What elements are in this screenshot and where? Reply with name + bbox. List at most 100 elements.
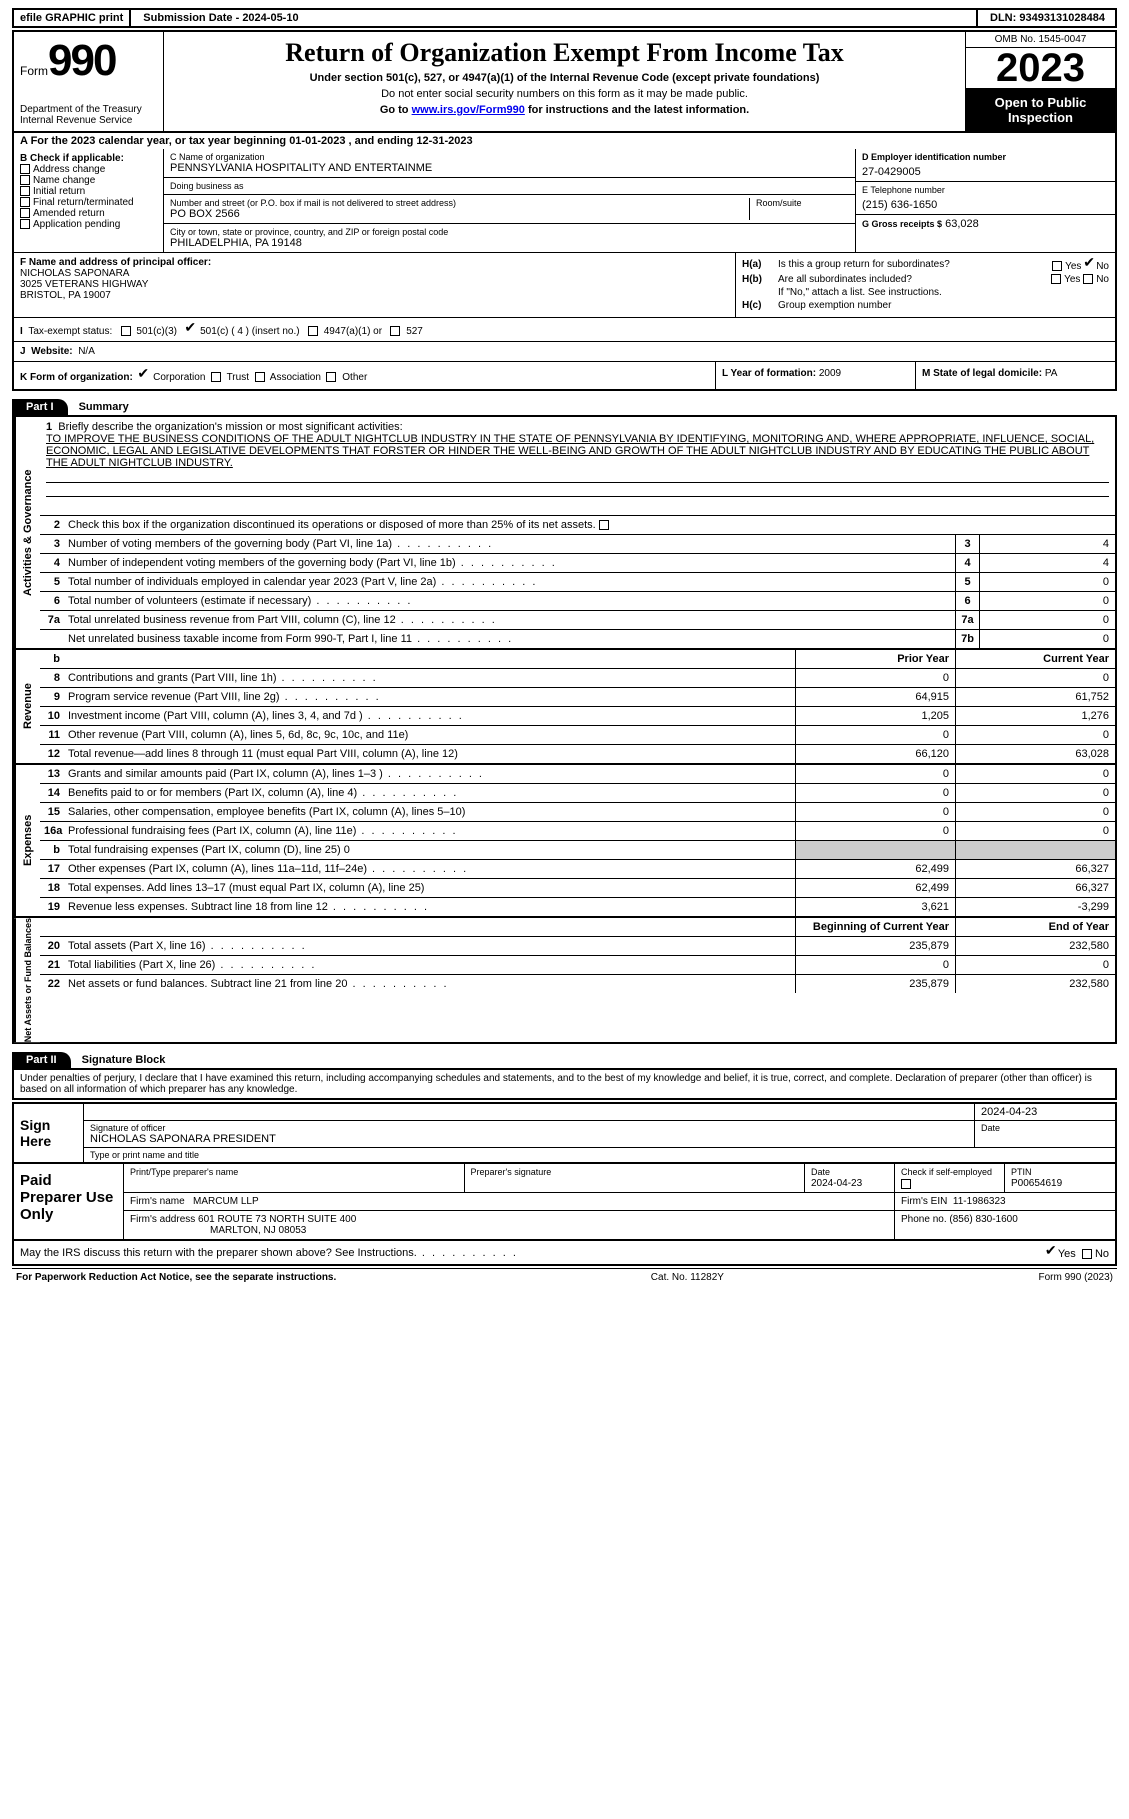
- state-domicile: PA: [1045, 368, 1058, 379]
- checkbox-name-change[interactable]: [20, 175, 30, 185]
- telephone: (215) 636-1650: [862, 199, 1109, 211]
- checkbox-501c3[interactable]: [121, 326, 131, 336]
- form-header: Form 990 Department of the Treasury Inte…: [12, 30, 1117, 131]
- department: Department of the Treasury Internal Reve…: [20, 104, 157, 126]
- line9-current: 61,752: [955, 688, 1115, 706]
- dln: DLN: 93493131028484: [980, 10, 1115, 26]
- form-label: Form: [20, 64, 48, 78]
- website: N/A: [78, 346, 95, 357]
- checkbox-527[interactable]: [390, 326, 400, 336]
- paperwork-notice: For Paperwork Reduction Act Notice, see …: [16, 1272, 336, 1283]
- checkbox-ha-yes[interactable]: [1052, 261, 1062, 271]
- street-address: PO BOX 2566: [170, 208, 749, 220]
- ein: 27-0429005: [862, 166, 1109, 178]
- checkmark-icon: [138, 368, 150, 380]
- prep-date: 2024-04-23: [811, 1178, 862, 1189]
- line11-current: 0: [955, 726, 1115, 744]
- line5-value: 0: [979, 573, 1115, 591]
- line14-current: 0: [955, 784, 1115, 802]
- line8-current: 0: [955, 669, 1115, 687]
- activities-governance-tab: Activities & Governance: [14, 417, 40, 648]
- part-ii-header: Part II: [12, 1052, 71, 1068]
- line14-prior: 0: [795, 784, 955, 802]
- line7b-value: 0: [979, 630, 1115, 648]
- line18-prior: 62,499: [795, 879, 955, 897]
- revenue-tab: Revenue: [14, 650, 40, 763]
- sig-date: 2024-04-23: [975, 1104, 1115, 1120]
- line6-value: 0: [979, 592, 1115, 610]
- checkbox-4947[interactable]: [308, 326, 318, 336]
- line20-beg: 235,879: [795, 937, 955, 955]
- checkbox-line2[interactable]: [599, 520, 609, 530]
- perjury-text: Under penalties of perjury, I declare th…: [12, 1070, 1117, 1100]
- mission-text: TO IMPROVE THE BUSINESS CONDITIONS OF TH…: [46, 433, 1094, 469]
- line21-beg: 0: [795, 956, 955, 974]
- officer-name: NICHOLAS SAPONARA: [20, 268, 729, 279]
- efile-label[interactable]: efile GRAPHIC print: [14, 10, 131, 26]
- checkbox-may-no[interactable]: [1082, 1249, 1092, 1259]
- line17-current: 66,327: [955, 860, 1115, 878]
- line11-prior: 0: [795, 726, 955, 744]
- sign-here-label: Sign Here: [14, 1104, 84, 1162]
- checkbox-association[interactable]: [255, 372, 265, 382]
- expenses-tab: Expenses: [14, 765, 40, 916]
- irs-link[interactable]: www.irs.gov/Form990: [412, 104, 525, 116]
- line10-prior: 1,205: [795, 707, 955, 725]
- line9-prior: 64,915: [795, 688, 955, 706]
- tax-year: 2023: [966, 48, 1115, 89]
- checkbox-address-change[interactable]: [20, 164, 30, 174]
- firm-city: MARLTON, NJ 08053: [210, 1225, 306, 1236]
- submission-date: Submission Date - 2024-05-10: [133, 10, 978, 26]
- subtitle-2: Do not enter social security numbers on …: [172, 88, 957, 100]
- line16a-current: 0: [955, 822, 1115, 840]
- checkmark-icon: [185, 322, 197, 334]
- line8-prior: 0: [795, 669, 955, 687]
- checkbox-application-pending[interactable]: [20, 219, 30, 229]
- checkbox-other[interactable]: [326, 372, 336, 382]
- line7a-value: 0: [979, 611, 1115, 629]
- officer-addr1: 3025 VETERANS HIGHWAY: [20, 279, 729, 290]
- officer-sig-name: NICHOLAS SAPONARA PRESIDENT: [90, 1133, 968, 1145]
- year-formation: 2009: [819, 368, 841, 379]
- checkbox-initial-return[interactable]: [20, 186, 30, 196]
- subtitle-3: Go to www.irs.gov/Form990 for instructio…: [172, 104, 957, 116]
- checkbox-hb-yes[interactable]: [1051, 274, 1061, 284]
- line19-prior: 3,621: [795, 898, 955, 916]
- line16a-prior: 0: [795, 822, 955, 840]
- firm-address: 601 ROUTE 73 NORTH SUITE 400: [198, 1214, 356, 1225]
- net-assets-tab: Net Assets or Fund Balances: [14, 918, 40, 1042]
- org-name: PENNSYLVANIA HOSPITALITY AND ENTERTAINME: [170, 162, 849, 174]
- line4-value: 4: [979, 554, 1115, 572]
- line19-current: -3,299: [955, 898, 1115, 916]
- section-b: B Check if applicable: Address change Na…: [14, 149, 164, 252]
- checkbox-trust[interactable]: [211, 372, 221, 382]
- checkbox-final-return[interactable]: [20, 197, 30, 207]
- checkbox-hb-no[interactable]: [1083, 274, 1093, 284]
- line10-current: 1,276: [955, 707, 1115, 725]
- line3-value: 4: [979, 535, 1115, 553]
- line15-current: 0: [955, 803, 1115, 821]
- line22-end: 232,580: [955, 975, 1115, 993]
- checkbox-amended-return[interactable]: [20, 208, 30, 218]
- form-title: Return of Organization Exempt From Incom…: [172, 38, 957, 68]
- line13-current: 0: [955, 765, 1115, 783]
- form-footer: Form 990 (2023): [1039, 1272, 1113, 1283]
- subtitle-1: Under section 501(c), 527, or 4947(a)(1)…: [172, 72, 957, 84]
- firm-ein: 11-1986323: [953, 1196, 1006, 1207]
- paid-preparer-label: Paid Preparer Use Only: [14, 1164, 124, 1239]
- line20-end: 232,580: [955, 937, 1115, 955]
- firm-name: MARCUM LLP: [193, 1196, 259, 1207]
- city-state-zip: PHILADELPHIA, PA 19148: [170, 237, 849, 249]
- ptin: P00654619: [1011, 1178, 1062, 1189]
- officer-addr2: BRISTOL, PA 19007: [20, 290, 729, 301]
- checkmark-icon: [1046, 1245, 1058, 1257]
- cat-no: Cat. No. 11282Y: [651, 1272, 724, 1283]
- line12-current: 63,028: [955, 745, 1115, 763]
- form-number: 990: [48, 36, 115, 86]
- open-to-public: Open to Public Inspection: [966, 89, 1115, 131]
- checkbox-self-employed[interactable]: [901, 1179, 911, 1189]
- checkmark-icon: [1084, 257, 1096, 269]
- top-bar: efile GRAPHIC print Submission Date - 20…: [12, 8, 1117, 28]
- line12-prior: 66,120: [795, 745, 955, 763]
- firm-phone: (856) 830-1600: [949, 1214, 1017, 1225]
